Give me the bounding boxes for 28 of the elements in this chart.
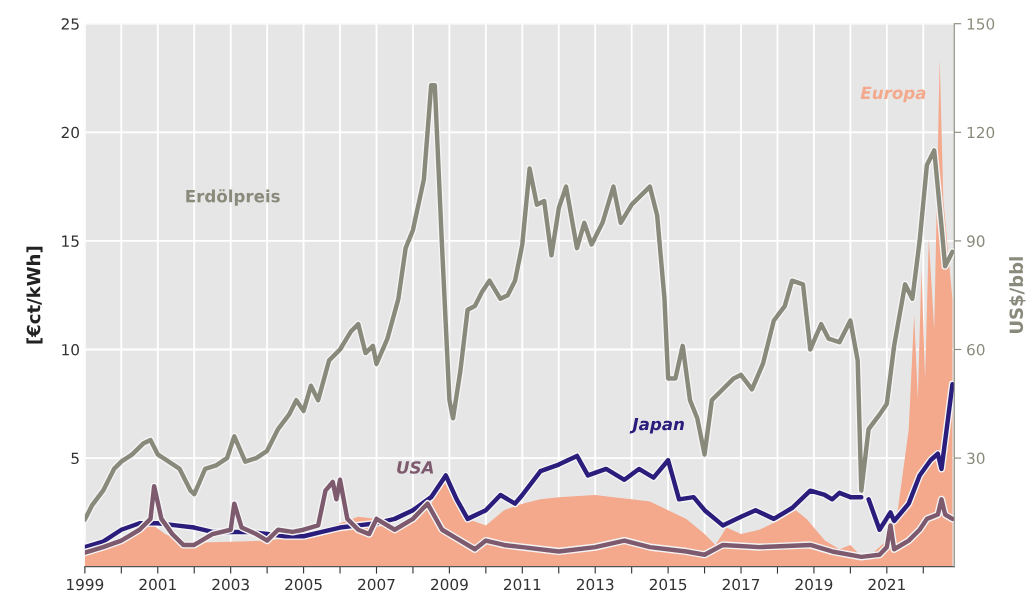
x-tick-label: 2021 <box>868 578 905 591</box>
y-tick-label: 15 <box>62 235 79 247</box>
x-tick-label: 2005 <box>285 578 322 591</box>
text: Erdölpreis <box>186 189 280 206</box>
y2-tick-label: 120 <box>967 126 995 139</box>
x-tick-label: 2013 <box>576 578 614 591</box>
y-tick-label: 25 <box>61 18 79 30</box>
y-tick-label: 10 <box>62 343 79 356</box>
y2-axis-title: US$/bbl <box>1009 257 1026 333</box>
x-tick-label: 2007 <box>358 578 395 591</box>
series-label: Europa <box>860 86 926 103</box>
y2-tick-label: 30 <box>967 452 985 465</box>
y-tick-label: 20 <box>61 126 79 139</box>
y-axis-title: [€ct/kWh] <box>26 246 43 344</box>
y2-tick-label: 150 <box>967 18 995 30</box>
x-tick-label: 1999 <box>67 578 104 591</box>
x-tick-label: 2019 <box>795 578 833 591</box>
y2-tick-label: 90 <box>967 235 985 247</box>
x-tick-label: 2001 <box>139 578 176 591</box>
x-tick-label: 2011 <box>503 578 541 591</box>
y-tick-label: 5 <box>71 452 79 465</box>
series-label: Japan <box>629 417 684 434</box>
x-tick-label: 2017 <box>722 578 760 591</box>
series-label: USA <box>397 461 434 474</box>
x-tick-label: 2015 <box>649 578 687 591</box>
y2-tick-label: 60 <box>967 343 985 356</box>
x-tick-label: 2003 <box>212 578 249 591</box>
x-tick-label: 2009 <box>431 578 468 591</box>
